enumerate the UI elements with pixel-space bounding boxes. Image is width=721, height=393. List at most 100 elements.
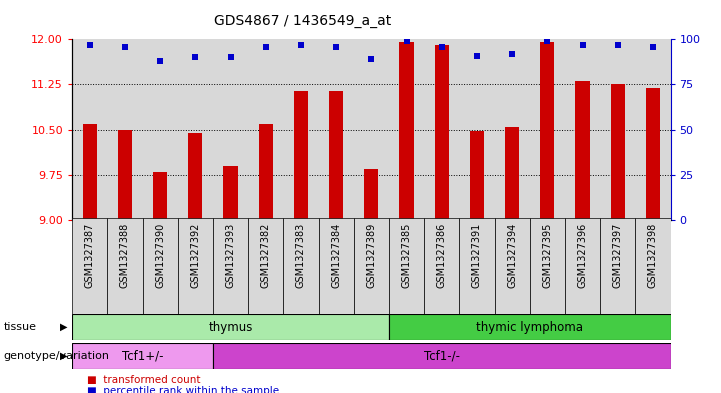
Bar xyxy=(72,218,107,314)
Point xyxy=(366,56,377,62)
Point xyxy=(260,43,272,50)
Point xyxy=(612,42,624,48)
Bar xyxy=(459,39,495,220)
Bar xyxy=(495,39,530,220)
Text: Tcf1-/-: Tcf1-/- xyxy=(424,349,460,362)
Point xyxy=(190,54,201,61)
Text: GSM1327396: GSM1327396 xyxy=(578,223,588,288)
Text: GDS4867 / 1436549_a_at: GDS4867 / 1436549_a_at xyxy=(214,14,392,28)
Point xyxy=(401,38,412,44)
Text: GSM1327383: GSM1327383 xyxy=(296,223,306,288)
Text: GSM1327387: GSM1327387 xyxy=(84,223,94,288)
Bar xyxy=(364,169,379,220)
Text: GSM1327395: GSM1327395 xyxy=(542,223,552,288)
Bar xyxy=(72,314,389,340)
Bar xyxy=(319,218,354,314)
Bar xyxy=(565,39,600,220)
Text: Tcf1+/-: Tcf1+/- xyxy=(122,349,163,362)
Bar xyxy=(389,39,424,220)
Text: GSM1327392: GSM1327392 xyxy=(190,223,200,288)
Bar xyxy=(153,172,167,220)
Bar xyxy=(107,218,143,314)
Bar xyxy=(399,42,414,220)
Point xyxy=(577,42,588,48)
Bar xyxy=(575,81,590,220)
Bar xyxy=(600,39,635,220)
Bar xyxy=(213,218,248,314)
Bar xyxy=(143,218,177,314)
Bar xyxy=(72,39,107,220)
Bar xyxy=(248,39,283,220)
Bar xyxy=(259,124,273,220)
Text: GSM1327397: GSM1327397 xyxy=(613,223,623,288)
Text: GSM1327384: GSM1327384 xyxy=(331,223,341,288)
Text: GSM1327388: GSM1327388 xyxy=(120,223,130,288)
Point xyxy=(506,51,518,57)
Bar xyxy=(435,45,448,220)
Bar xyxy=(495,218,530,314)
Point xyxy=(330,43,342,50)
Bar xyxy=(646,88,660,220)
Bar xyxy=(224,166,237,220)
Point xyxy=(225,54,236,61)
Point xyxy=(436,43,448,50)
Text: genotype/variation: genotype/variation xyxy=(4,351,110,361)
Bar xyxy=(319,39,354,220)
Text: GSM1327389: GSM1327389 xyxy=(366,223,376,288)
Text: GSM1327391: GSM1327391 xyxy=(472,223,482,288)
Bar xyxy=(283,39,319,220)
Bar xyxy=(177,39,213,220)
Bar xyxy=(611,84,625,220)
Text: GSM1327398: GSM1327398 xyxy=(648,223,658,288)
Bar xyxy=(530,39,565,220)
Text: GSM1327386: GSM1327386 xyxy=(437,223,447,288)
Bar xyxy=(470,131,484,220)
Text: GSM1327385: GSM1327385 xyxy=(402,223,412,288)
Bar xyxy=(294,90,308,220)
Bar xyxy=(354,218,389,314)
Bar xyxy=(248,218,283,314)
Bar xyxy=(600,218,635,314)
Bar xyxy=(143,39,177,220)
Bar xyxy=(424,39,459,220)
Text: GSM1327393: GSM1327393 xyxy=(226,223,236,288)
Bar xyxy=(83,124,97,220)
Text: GSM1327394: GSM1327394 xyxy=(507,223,517,288)
Bar xyxy=(424,218,459,314)
Bar xyxy=(530,218,565,314)
Point xyxy=(119,43,131,50)
Bar xyxy=(565,218,600,314)
Text: thymic lymphoma: thymic lymphoma xyxy=(477,321,583,334)
Point xyxy=(154,58,166,64)
Text: thymus: thymus xyxy=(208,321,252,334)
Point xyxy=(84,42,95,48)
Bar xyxy=(354,39,389,220)
Bar xyxy=(72,343,213,369)
Text: ▶: ▶ xyxy=(60,351,67,361)
Text: GSM1327390: GSM1327390 xyxy=(155,223,165,288)
Bar xyxy=(118,130,132,220)
Text: ■  transformed count: ■ transformed count xyxy=(87,375,200,386)
Bar xyxy=(505,127,519,220)
Bar xyxy=(283,218,319,314)
Bar xyxy=(188,133,203,220)
Text: ■  percentile rank within the sample: ■ percentile rank within the sample xyxy=(87,386,278,393)
Point xyxy=(647,43,659,50)
Point xyxy=(541,38,553,44)
Bar xyxy=(459,218,495,314)
Bar xyxy=(213,343,671,369)
Bar xyxy=(107,39,143,220)
Point xyxy=(471,52,482,59)
Bar xyxy=(635,218,671,314)
Bar xyxy=(177,218,213,314)
Bar xyxy=(635,39,671,220)
Text: tissue: tissue xyxy=(4,322,37,332)
Bar xyxy=(389,314,671,340)
Bar xyxy=(329,90,343,220)
Text: GSM1327382: GSM1327382 xyxy=(261,223,270,288)
Point xyxy=(295,42,306,48)
Text: ▶: ▶ xyxy=(60,322,67,332)
Bar xyxy=(389,218,424,314)
Bar xyxy=(213,39,248,220)
Bar xyxy=(540,42,554,220)
